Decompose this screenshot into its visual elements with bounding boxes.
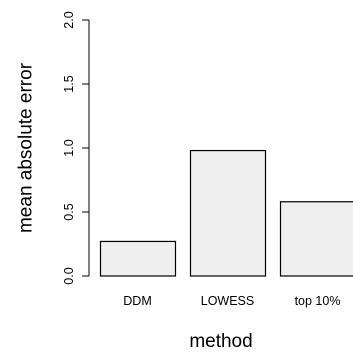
x-tick-label: LOWESS: [201, 294, 255, 308]
bar-lowess: [189, 149, 267, 277]
bar-ddm: [99, 240, 177, 277]
y-tick-label: 1.0: [62, 139, 76, 156]
bars: [99, 149, 353, 277]
y-tick-label: 0.0: [62, 267, 76, 284]
x-axis-title: method: [189, 331, 252, 352]
y-axis-title: mean absolute error: [16, 62, 37, 233]
x-axis-labels: DDM LOWESS top 10%: [123, 294, 340, 308]
bar-top-10-: [279, 201, 353, 277]
y-tick-label: 2.0: [62, 11, 76, 28]
y-tick-label: 0.5: [62, 203, 76, 220]
y-axis: 0.0 0.5 1.0 1.5 2.0: [62, 11, 90, 285]
y-tick-label: 1.5: [62, 75, 76, 92]
x-tick-label: top 10%: [295, 294, 341, 308]
x-tick-label: DDM: [123, 294, 151, 308]
